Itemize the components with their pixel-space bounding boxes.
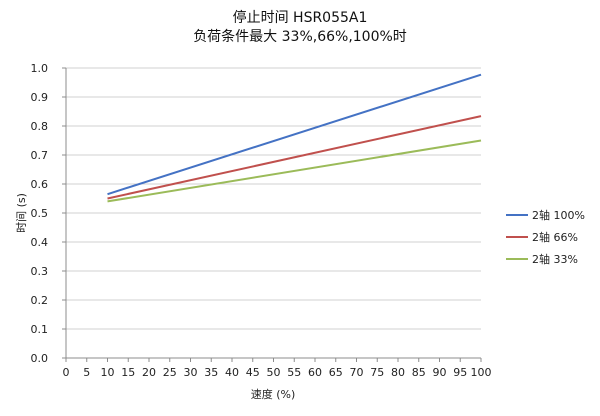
y-tick-label: 1.0 <box>31 62 49 75</box>
x-tick-labels: 0 5 10 15 20 25 30 35 40 45 50 55 60 65 70 75 80 85 90 95 10… <box>63 366 492 379</box>
x-tick-label: 90 <box>433 366 447 379</box>
series-line-1 <box>107 73 482 196</box>
series-line-2 <box>107 115 482 200</box>
y-tick-label: 0.4 <box>31 236 49 249</box>
x-tick-label: 10 <box>101 366 115 379</box>
y-tick-label: 0.0 <box>31 352 49 365</box>
x-tick-label: 15 <box>121 366 135 379</box>
x-tick-label: 55 <box>287 366 301 379</box>
x-tick-label: 50 <box>267 366 281 379</box>
y-tick-label: 0.5 <box>31 207 49 220</box>
y-tick-label: 0.2 <box>31 294 49 307</box>
x-tick-label: 85 <box>412 366 426 379</box>
chart-title: 停止时间 HSR055A1 <box>232 10 368 26</box>
x-tick-label: 35 <box>204 366 218 379</box>
series-line-3 <box>107 139 482 203</box>
y-tick-label: 0.8 <box>31 120 49 133</box>
y-tick-label: 0.7 <box>31 149 49 162</box>
y-axis-title: 时间 (s) <box>15 193 28 233</box>
x-tick-label: 70 <box>350 366 364 379</box>
legend: 2轴 100% 2轴 66% 2轴 33% <box>506 208 585 266</box>
x-tick-label: 40 <box>225 366 239 379</box>
legend-label: 2轴 100% <box>532 208 585 222</box>
legend-label: 2轴 66% <box>532 230 578 244</box>
x-tick-label: 80 <box>391 366 405 379</box>
legend-label: 2轴 33% <box>532 252 578 266</box>
x-tick-label: 20 <box>142 366 156 379</box>
series-lines <box>107 73 482 203</box>
y-tick-label: 0.6 <box>31 178 49 191</box>
x-tick-label: 65 <box>329 366 343 379</box>
y-tick-labels: 0.0 0.1 0.2 0.3 0.4 0.5 0.6 0.7 0.8 0.9 1.0 <box>31 62 49 365</box>
x-tick-label: 95 <box>453 366 467 379</box>
gridlines <box>66 67 481 330</box>
y-tick-label: 0.9 <box>31 91 49 104</box>
axes <box>62 67 482 362</box>
x-tick-label: 100 <box>471 366 492 379</box>
x-tick-label: 45 <box>246 366 260 379</box>
x-tick-label: 25 <box>163 366 177 379</box>
x-tick-label: 0 <box>63 366 70 379</box>
y-tick-label: 0.1 <box>31 323 49 336</box>
chart-subtitle: 负荷条件最大 33%,66%,100%时 <box>193 29 407 45</box>
y-tick-label: 0.3 <box>31 265 49 278</box>
x-tick-label: 30 <box>184 366 198 379</box>
x-tick-label: 75 <box>370 366 384 379</box>
x-axis-title: 速度 (%) <box>251 387 296 401</box>
x-tick-label: 5 <box>83 366 90 379</box>
x-tick-label: 60 <box>308 366 322 379</box>
